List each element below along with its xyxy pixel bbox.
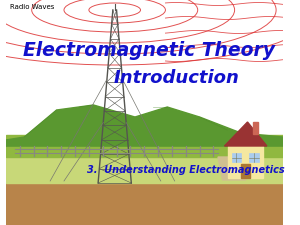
Bar: [253, 122, 258, 134]
Bar: [6, 145, 283, 183]
Text: Electromagnetic Theory: Electromagnetic Theory: [23, 40, 275, 59]
Text: Introduction: Introduction: [114, 69, 239, 87]
Bar: [6, 135, 283, 155]
Text: Radio Waves: Radio Waves: [10, 4, 54, 10]
Text: 3.  Understanding Electromagnetics: 3. Understanding Electromagnetics: [87, 165, 284, 175]
Bar: [241, 164, 250, 178]
Bar: [6, 180, 283, 225]
Bar: [6, 0, 283, 165]
Bar: [232, 153, 241, 162]
Bar: [228, 146, 263, 178]
Polygon shape: [218, 157, 246, 180]
Polygon shape: [224, 122, 267, 146]
Bar: [249, 153, 259, 162]
Bar: [6, 147, 283, 157]
Polygon shape: [6, 105, 283, 155]
